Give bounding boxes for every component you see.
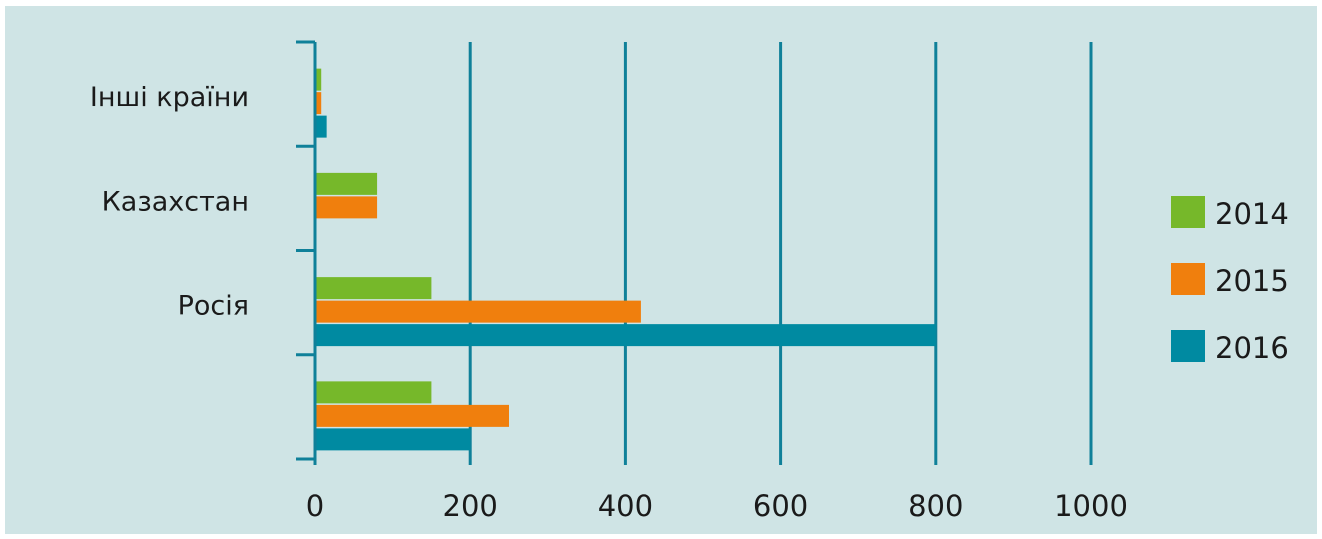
legend-label-2015: 2015 <box>1215 264 1289 298</box>
y-axis <box>296 40 317 465</box>
gridlines <box>468 42 1093 465</box>
legend-swatch-2015 <box>1171 263 1205 295</box>
x-tick-labels: 0 200 400 600 800 1000 <box>306 489 1128 523</box>
bar-2014-Росія <box>316 277 432 300</box>
bar-2016-unlabeled <box>316 428 471 451</box>
chart-panel: Інші країни Казахстан Росія 0 200 400 600 800 1… <box>5 6 1317 534</box>
bar-chart: Інші країни Казахстан Росія 0 200 400 600 800 1… <box>90 40 1289 523</box>
bar-2016-Росія <box>316 324 936 347</box>
x-tick-label-200: 200 <box>443 489 498 523</box>
category-label-2: Росія <box>178 291 249 322</box>
x-tick-label-600: 600 <box>753 489 808 523</box>
bar-2014-unlabeled <box>316 381 432 404</box>
legend-swatch-2016 <box>1171 330 1205 362</box>
legend-swatch-2014 <box>1171 196 1205 228</box>
bar-2016-Інші країни <box>316 115 327 138</box>
bar-2015-unlabeled <box>316 404 509 427</box>
bars <box>316 68 936 451</box>
legend-label-2014: 2014 <box>1215 197 1289 231</box>
x-tick-label-0: 0 <box>306 489 324 523</box>
x-tick-label-1000: 1000 <box>1054 489 1128 523</box>
legend: 2014 2015 2016 <box>1171 196 1289 365</box>
bar-2014-Інші країни <box>316 68 322 91</box>
category-label-0: Інші країни <box>90 82 249 113</box>
x-tick-label-800: 800 <box>908 489 963 523</box>
category-label-1: Казахстан <box>102 186 249 217</box>
bar-2015-Інші країни <box>316 92 322 115</box>
category-labels: Інші країни Казахстан Росія <box>90 82 249 322</box>
legend-label-2016: 2016 <box>1215 331 1289 365</box>
bar-2015-Росія <box>316 300 641 323</box>
bar-2014-Казахстан <box>316 172 378 195</box>
x-tick-label-400: 400 <box>598 489 653 523</box>
bar-2015-Казахстан <box>316 196 378 219</box>
